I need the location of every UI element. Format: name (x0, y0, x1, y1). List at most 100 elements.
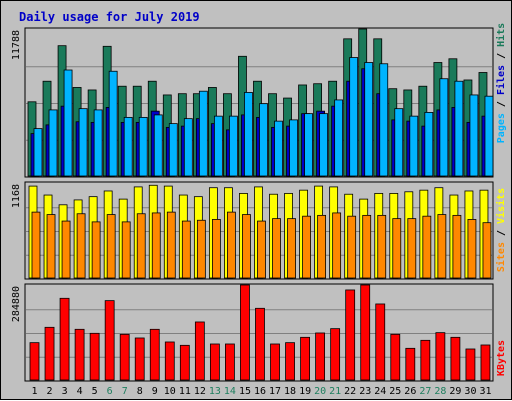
bar-pages-day-3-27 (424, 112, 434, 177)
bar-pages-day-3-24 (379, 63, 389, 177)
bar-sites-day-2-29 (452, 214, 462, 279)
bar-kbytes-day-1-30 (465, 348, 476, 381)
bar-sites-day-2-3 (61, 220, 71, 279)
x-tick-label: 29 (449, 386, 461, 397)
bar-kbytes-day-1-1 (29, 342, 40, 381)
bar-kbytes-day-1-21 (330, 328, 341, 381)
bar-sites-day-2-1 (31, 211, 41, 279)
bar-kbytes-day-1-23 (360, 284, 371, 381)
x-tick-label: 4 (77, 386, 83, 397)
x-tick-label: 17 (269, 386, 281, 397)
x-tick-label: 28 (434, 386, 446, 397)
bar-sites-day-2-17 (272, 218, 281, 279)
bar-sites-day-2-8 (136, 213, 146, 279)
bar-kbytes-day-1-3 (59, 297, 70, 381)
bar-pages-day-3-5 (93, 109, 103, 177)
bar-pages-day-3-16 (259, 103, 268, 177)
bar-sites-day-2-21 (332, 212, 342, 279)
bar-kbytes-day-1-27 (420, 339, 431, 381)
bar-pages-day-3-31 (484, 95, 494, 177)
x-tick-label: 15 (239, 386, 251, 397)
chart-title: Daily usage for July 2019 (19, 10, 200, 24)
bar-pages-day-3-26 (409, 115, 419, 177)
bar-pages-day-3-8 (138, 116, 148, 177)
bar-pages-day-3-7 (123, 116, 133, 177)
x-tick-label: 6 (107, 386, 113, 397)
bar-sites-day-2-27 (422, 215, 432, 279)
bar-pages-day-3-23 (364, 62, 374, 177)
bar-sites-day-2-25 (392, 218, 402, 279)
bar-pages-day-3-3 (63, 69, 73, 177)
bar-kbytes-day-1-26 (405, 347, 416, 381)
bar-sites-day-2-24 (377, 214, 387, 279)
y-max-label: 284880 (11, 286, 22, 322)
bar-pages-day-3-18 (289, 119, 298, 177)
x-tick-label: 24 (374, 386, 386, 397)
x-tick-label: 16 (254, 386, 266, 397)
x-tick-label: 5 (92, 386, 98, 397)
bar-kbytes-day-1-14 (225, 343, 235, 381)
bar-pages-day-3-6 (108, 70, 118, 177)
bar-kbytes-day-1-19 (300, 336, 310, 381)
x-tick-label: 23 (359, 386, 371, 397)
bar-kbytes-day-1-12 (194, 321, 205, 381)
bar-pages-day-3-12 (198, 90, 208, 177)
bar-sites-day-2-2 (46, 214, 56, 279)
bar-pages-day-3-25 (394, 108, 404, 177)
x-tick-label: 27 (419, 386, 431, 397)
bar-pages-day-3-20 (319, 113, 329, 177)
y-max-label: 11788 (11, 30, 22, 60)
panel-kbytes: 284880 (11, 283, 494, 382)
panel-border (24, 181, 494, 280)
bar-kbytes-day-1-16 (255, 307, 265, 381)
bar-sites-day-2-23 (362, 214, 372, 279)
bar-kbytes-day-1-15 (240, 284, 250, 381)
bar-sites-day-2-26 (407, 218, 417, 279)
bar-pages-day-3-22 (349, 57, 359, 177)
bar-pages-day-3-11 (183, 118, 193, 177)
bar-kbytes-day-1-5 (89, 332, 100, 381)
x-tick-label: 30 (464, 386, 476, 397)
bar-sites-day-2-7 (121, 221, 131, 279)
bar-pages-day-3-13 (213, 115, 223, 177)
bar-kbytes-day-1-9 (149, 328, 160, 381)
bar-pages-day-3-1 (33, 128, 43, 177)
bar-sites-day-2-13 (211, 219, 221, 279)
bar-pages-day-3-28 (439, 78, 449, 177)
bar-sites-day-2-16 (257, 220, 266, 279)
bar-sites-day-2-22 (347, 215, 357, 279)
bar-sites-day-2-11 (181, 220, 191, 279)
x-tick-label: 12 (194, 386, 206, 397)
bar-pages-day-3-29 (454, 80, 464, 177)
bar-kbytes-day-1-18 (285, 342, 295, 381)
bar-kbytes-day-1-2 (44, 326, 55, 381)
bar-pages-day-3-15 (244, 92, 253, 177)
bar-kbytes-day-1-8 (134, 337, 145, 381)
x-tick-label: 11 (179, 386, 191, 397)
bar-kbytes-day-1-31 (480, 344, 491, 381)
bar-sites-day-2-19 (302, 215, 311, 279)
bar-kbytes-day-1-11 (179, 344, 190, 381)
bar-kbytes-day-1-4 (74, 328, 85, 381)
bar-pages-day-3-9 (153, 114, 163, 177)
x-tick-label: 8 (137, 386, 143, 397)
bar-pages-day-3-4 (78, 108, 88, 177)
bar-pages-day-3-14 (229, 115, 238, 177)
bar-kbytes-day-1-13 (209, 343, 220, 381)
bar-sites-day-2-14 (227, 211, 236, 279)
bar-sites-day-2-5 (91, 221, 101, 279)
bar-pages-day-3-19 (304, 113, 313, 177)
legend-kbytes: KBytes (496, 340, 507, 376)
bar-sites-day-2-10 (166, 211, 176, 279)
bar-kbytes-day-1-20 (315, 332, 326, 381)
panel-hits-files-pages: 11788 (11, 27, 494, 178)
bar-kbytes-day-1-29 (450, 336, 461, 381)
x-tick-label: 25 (389, 386, 401, 397)
bar-kbytes-day-1-22 (345, 289, 356, 381)
bar-pages-day-3-10 (168, 123, 178, 177)
bar-kbytes-day-1-28 (435, 332, 446, 381)
bar-sites-day-2-18 (287, 218, 296, 279)
bar-sites-day-2-4 (76, 213, 86, 279)
